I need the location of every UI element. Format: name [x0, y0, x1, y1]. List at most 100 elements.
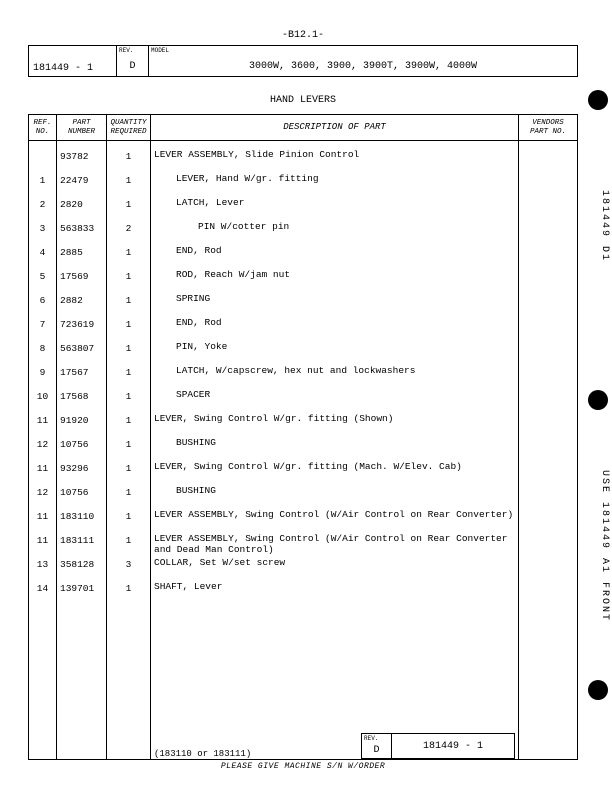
table-cell — [522, 433, 574, 457]
table-cell: ROD, Reach W/jam nut — [154, 265, 515, 289]
col-part-label: PART NUMBER — [60, 117, 103, 138]
table-cell — [522, 241, 574, 265]
table-cell: 1 — [110, 169, 147, 193]
table-cell: LEVER, Hand W/gr. fitting — [154, 169, 515, 193]
table-cell: 1 — [110, 385, 147, 409]
table-cell: 1 — [32, 169, 53, 193]
col-vendor-label: VENDORS PART NO. — [522, 117, 574, 138]
table-cell — [522, 481, 574, 505]
header-model-label: MODEL — [149, 46, 577, 56]
table-cell: 17568 — [60, 385, 103, 409]
table-cell: 3 — [32, 217, 53, 241]
footer-rev-cell: REV.D — [362, 734, 392, 758]
table-cell — [522, 505, 574, 529]
table-cell — [522, 169, 574, 193]
header-model: 3000W, 3600, 3900, 3900T, 3900W, 4000W — [149, 56, 577, 76]
table-cell: END, Rod — [154, 313, 515, 337]
table-header: REF. NO. PART NUMBER QUANTITY REQUIRED D… — [29, 115, 577, 141]
table-cell: 17567 — [60, 361, 103, 385]
table-cell: 1 — [110, 577, 147, 601]
table-cell — [522, 217, 574, 241]
table-cell: 1 — [110, 457, 147, 481]
table-cell: 11 — [32, 409, 53, 433]
table-cell: SPRING — [154, 289, 515, 313]
table-cell: 12 — [32, 481, 53, 505]
table-cell: 11 — [32, 457, 53, 481]
table-cell: 563807 — [60, 337, 103, 361]
table-cell: 9 — [32, 361, 53, 385]
table-cell — [522, 553, 574, 577]
table-cell: 1 — [110, 145, 147, 169]
table-cell: 358128 — [60, 553, 103, 577]
page-code: -B12.1- — [28, 30, 578, 41]
header-model-cell: MODEL 3000W, 3600, 3900, 3900T, 3900W, 4… — [149, 46, 577, 76]
col-ref-label: REF. NO. — [32, 117, 53, 138]
side-label-bottom: USE 181449 A1 FRONT — [599, 470, 610, 622]
parts-table: REF. NO. PART NUMBER QUANTITY REQUIRED D… — [28, 114, 578, 760]
table-cell: LEVER ASSEMBLY, Swing Control (W/Air Con… — [154, 529, 515, 553]
table-cell: 563833 — [60, 217, 103, 241]
table-cell: PIN W/cotter pin — [154, 217, 515, 241]
table-cell: END, Rod — [154, 241, 515, 265]
header-rev-cell: REV. D — [117, 46, 149, 76]
table-cell: 1 — [110, 289, 147, 313]
table-cell: 10756 — [60, 433, 103, 457]
section-title: HAND LEVERS — [28, 95, 578, 106]
table-body: 123456789101112111211111314 937822247928… — [29, 141, 577, 759]
table-cell — [522, 289, 574, 313]
table-cell: 2885 — [60, 241, 103, 265]
table-cell — [522, 145, 574, 169]
table-cell: LEVER, Swing Control W/gr. fitting (Show… — [154, 409, 515, 433]
punch-hole-icon — [588, 680, 608, 700]
desc-footer-note: (183110 or 183111) — [154, 749, 251, 759]
header-rev: D — [117, 56, 148, 76]
table-cell — [522, 457, 574, 481]
footer-rev: D — [362, 742, 391, 758]
table-cell: 1 — [110, 433, 147, 457]
footer-rev-label: REV. — [362, 734, 391, 742]
table-cell: SHAFT, Lever — [154, 577, 515, 601]
footer-box: REV.D181449 - 1 — [361, 733, 515, 759]
table-cell: 2882 — [60, 289, 103, 313]
table-cell: 13 — [32, 553, 53, 577]
table-cell: 11 — [32, 529, 53, 553]
table-cell: LATCH, Lever — [154, 193, 515, 217]
table-cell: 93782 — [60, 145, 103, 169]
desc-footer: (183110 or 183111) REV.D181449 - 1 — [154, 729, 515, 759]
page-container: -B12.1- 181449 - 1 REV. D MODEL 3000W, 3… — [28, 30, 578, 771]
table-cell: BUSHING — [154, 481, 515, 505]
table-cell: 93296 — [60, 457, 103, 481]
table-cell: 183111 — [60, 529, 103, 553]
table-cell: 139701 — [60, 577, 103, 601]
table-cell — [522, 385, 574, 409]
table-cell — [522, 193, 574, 217]
table-cell: 1 — [110, 241, 147, 265]
table-cell: LEVER ASSEMBLY, Slide Pinion Control — [154, 145, 515, 169]
table-cell: 91920 — [60, 409, 103, 433]
table-cell: BUSHING — [154, 433, 515, 457]
table-cell: 183110 — [60, 505, 103, 529]
header-doc-no: 181449 - 1 — [29, 46, 117, 76]
table-cell: 7 — [32, 313, 53, 337]
table-cell — [522, 265, 574, 289]
col-desc-label: DESCRIPTION OF PART — [154, 117, 515, 138]
table-cell: 8 — [32, 337, 53, 361]
table-cell: 1 — [110, 361, 147, 385]
side-label-top: 181449 D1 — [599, 190, 610, 262]
punch-hole-icon — [588, 90, 608, 110]
table-cell — [32, 145, 53, 169]
table-cell: 1 — [110, 529, 147, 553]
table-cell — [522, 361, 574, 385]
table-cell — [522, 529, 574, 553]
table-cell: 2 — [32, 193, 53, 217]
bottom-instruction: PLEASE GIVE MACHINE S/N W/ORDER — [28, 762, 578, 771]
table-cell — [522, 313, 574, 337]
table-cell: 2 — [110, 217, 147, 241]
table-cell: 6 — [32, 289, 53, 313]
table-cell: PIN, Yoke — [154, 337, 515, 361]
table-cell: LEVER ASSEMBLY, Swing Control (W/Air Con… — [154, 505, 515, 529]
col-qty-label: QUANTITY REQUIRED — [110, 117, 147, 138]
table-cell: 11 — [32, 505, 53, 529]
table-cell: 2820 — [60, 193, 103, 217]
table-cell: 3 — [110, 553, 147, 577]
